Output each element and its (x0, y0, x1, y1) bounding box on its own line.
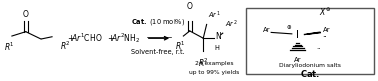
Text: +: + (107, 34, 114, 43)
Text: Ar: Ar (323, 26, 331, 32)
Text: up to 99% yields: up to 99% yields (189, 70, 239, 75)
Text: $\oplus$: $\oplus$ (286, 23, 292, 31)
Text: N: N (215, 32, 221, 41)
Polygon shape (317, 32, 320, 33)
Text: $R^2$: $R^2$ (60, 40, 70, 52)
Text: $R^1$: $R^1$ (4, 40, 14, 53)
Text: $Ar^1$: $Ar^1$ (208, 9, 220, 21)
Text: H: H (215, 45, 220, 51)
Polygon shape (304, 34, 307, 35)
Text: $\mathbf{Cat.}$ (10 mol%): $\mathbf{Cat.}$ (10 mol%) (131, 17, 185, 27)
Bar (246, 8, 374, 74)
Text: $X^{\ominus}$: $X^{\ominus}$ (319, 7, 331, 18)
Text: $Ar^2$NH$_2$: $Ar^2$NH$_2$ (111, 31, 140, 45)
Text: +: + (67, 34, 74, 43)
Text: O: O (187, 2, 193, 11)
Text: $\mathbf{Cat.}$: $\mathbf{Cat.}$ (300, 68, 320, 79)
Text: $Ar^2$: $Ar^2$ (225, 19, 237, 30)
Text: ⋅⋅: ⋅⋅ (316, 46, 321, 52)
Text: ⋅⋅: ⋅⋅ (322, 32, 327, 41)
Text: Solvent-free, r.t.: Solvent-free, r.t. (132, 49, 185, 55)
Text: $R^1$: $R^1$ (175, 40, 186, 52)
Polygon shape (310, 33, 314, 34)
Text: Ar: Ar (294, 57, 302, 63)
Text: I: I (296, 30, 299, 40)
Text: Diaryliodonium salts: Diaryliodonium salts (279, 63, 341, 67)
Text: Ar: Ar (263, 26, 271, 32)
Text: O: O (23, 10, 29, 19)
Text: $R^2$: $R^2$ (198, 56, 209, 69)
Text: 24 examples: 24 examples (195, 61, 233, 66)
Text: $Ar^1$CHO: $Ar^1$CHO (71, 32, 103, 44)
